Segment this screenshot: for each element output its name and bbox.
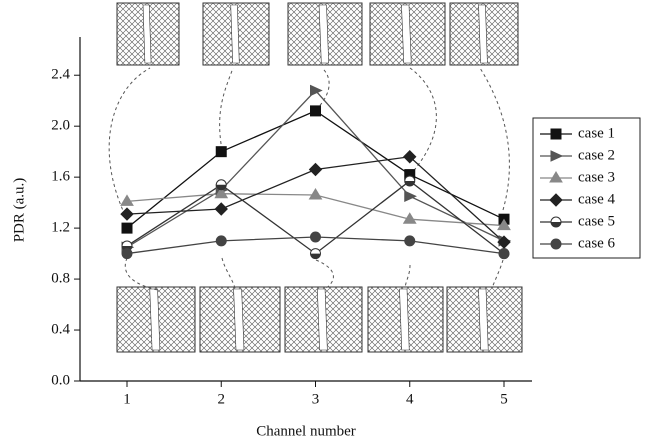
dashed-arrows — [109, 68, 509, 290]
marker — [122, 249, 132, 259]
marker — [311, 232, 321, 242]
x-tick-label: 4 — [406, 391, 414, 407]
marker — [499, 249, 509, 259]
marker — [216, 236, 226, 246]
marker — [122, 223, 132, 233]
y-tick-label: 0.0 — [51, 372, 70, 388]
marker — [311, 106, 321, 116]
marker — [405, 191, 416, 201]
y-tick-label: 0.8 — [51, 271, 70, 287]
chart: Channel number PDR (a.u.) 0.0 0.4 0.8 1.2 1.… — [0, 0, 653, 445]
x-tick-label: 1 — [123, 391, 131, 407]
legend-label: case 5 — [578, 213, 615, 229]
y-tick-label: 1.2 — [51, 220, 70, 236]
marker — [310, 164, 322, 176]
marker — [310, 189, 322, 199]
y-tick-label: 0.4 — [51, 321, 70, 337]
y-tick-label: 1.6 — [51, 169, 70, 185]
marker — [121, 195, 133, 205]
inset-images — [117, 3, 522, 352]
x-axis-title: Channel number — [256, 423, 356, 439]
legend-label: case 6 — [578, 235, 616, 251]
y-axis-title: PDR (a.u.) — [11, 178, 27, 243]
marker-half — [405, 181, 415, 186]
legend-marker — [551, 129, 561, 139]
marker — [121, 208, 133, 220]
y-tick-label: 2.0 — [51, 118, 70, 134]
marker — [215, 203, 227, 215]
legend-label: case 2 — [578, 147, 615, 163]
x-tick-label: 3 — [312, 391, 320, 407]
legend-label: case 4 — [578, 191, 616, 207]
x-tick-label: 2 — [218, 391, 226, 407]
y-tick-label: 2.4 — [51, 67, 70, 83]
marker — [405, 236, 415, 246]
legend-marker — [551, 239, 561, 249]
legend-label: case 3 — [578, 169, 615, 185]
marker — [216, 147, 226, 157]
legend-label: case 1 — [578, 125, 615, 141]
x-tick-label: 5 — [500, 391, 508, 407]
marker — [311, 86, 322, 96]
